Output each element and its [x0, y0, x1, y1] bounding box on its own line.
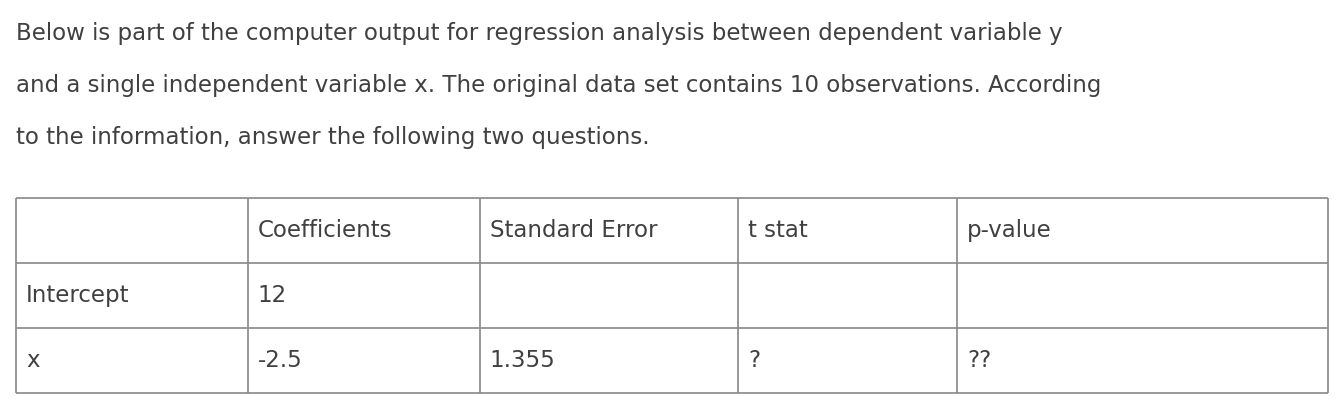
Text: Standard Error: Standard Error — [489, 219, 657, 242]
Text: x: x — [26, 349, 39, 372]
Text: Intercept: Intercept — [26, 284, 129, 307]
Text: to the information, answer the following two questions.: to the information, answer the following… — [16, 126, 649, 149]
Text: Below is part of the computer output for regression analysis between dependent v: Below is part of the computer output for… — [16, 22, 1063, 45]
Text: and a single independent variable x. The original data set contains 10 observati: and a single independent variable x. The… — [16, 74, 1101, 97]
Text: 1.355: 1.355 — [489, 349, 555, 372]
Text: 12: 12 — [258, 284, 288, 307]
Text: ?: ? — [749, 349, 761, 372]
Text: ??: ?? — [966, 349, 991, 372]
Text: t stat: t stat — [749, 219, 808, 242]
Text: p-value: p-value — [966, 219, 1051, 242]
Text: Coefficients: Coefficients — [258, 219, 392, 242]
Text: -2.5: -2.5 — [258, 349, 302, 372]
